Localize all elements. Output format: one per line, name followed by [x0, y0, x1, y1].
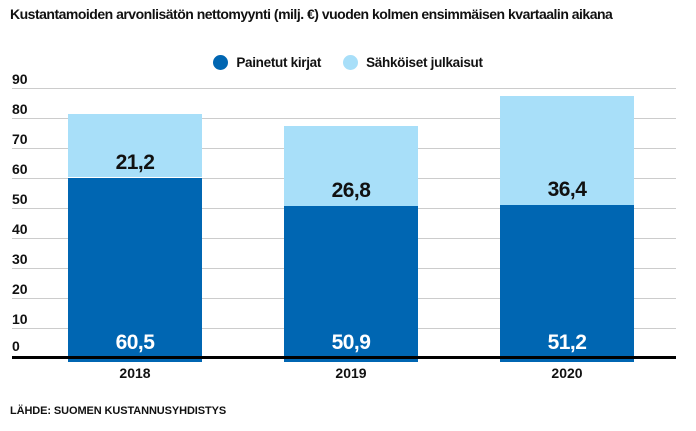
y-axis-tick-label: 30 [12, 251, 28, 267]
bar-segment-sahkoiset-julkaisut [284, 125, 418, 207]
legend-label-sahkoiset-julkaisut: Sähköiset julkaisut [366, 55, 483, 70]
source-note: LÄHDE: SUOMEN KUSTANNUSYHDISTYS [10, 405, 227, 417]
y-axis-tick-label: 60 [12, 161, 28, 177]
bar-segment-painetut-kirjat [284, 206, 418, 362]
y-axis-tick-label: 70 [12, 131, 28, 147]
chart-title: Kustantamoiden arvonlisätön nettomyynti … [10, 6, 613, 22]
y-axis-tick-label: 20 [12, 281, 28, 297]
bar-segment-sahkoiset-julkaisut [500, 96, 634, 206]
bar-segment-sahkoiset-julkaisut [68, 113, 202, 178]
y-axis-tick-label: 0 [12, 338, 20, 354]
y-axis-tick-label: 10 [12, 311, 28, 327]
legend-item-sahkoiset-julkaisut: Sähköiset julkaisut [343, 55, 483, 70]
x-axis-tick-label: 2018 [119, 365, 151, 381]
y-axis-tick-label: 90 [12, 71, 28, 87]
x-axis-tick-label: 2020 [551, 365, 583, 381]
y-axis-tick-label: 50 [12, 191, 28, 207]
legend-swatch-painetut-kirjat-icon [213, 55, 229, 70]
gridline [12, 118, 676, 119]
x-axis-line [12, 356, 676, 359]
legend-item-painetut-kirjat: Painetut kirjat [213, 55, 321, 70]
bar-value-label: 21,2 [115, 150, 155, 174]
bar-value-label: 26,8 [331, 179, 371, 203]
bar-value-label: 50,9 [331, 331, 371, 354]
legend: Painetut kirjat Sähköiset julkaisut [0, 55, 696, 70]
legend-label-painetut-kirjat: Painetut kirjat [236, 55, 322, 70]
bar-value-label: 60,5 [115, 331, 155, 354]
y-axis-tick-label: 40 [12, 221, 28, 237]
x-axis-tick-label: 2019 [335, 365, 367, 381]
bar-segment-painetut-kirjat [500, 205, 634, 362]
bar-segment-painetut-kirjat [68, 177, 202, 362]
bar-value-label: 51,2 [547, 331, 587, 354]
y-axis-tick-label: 80 [12, 101, 28, 117]
bar-value-label: 36,4 [547, 178, 587, 202]
gridline [12, 88, 676, 89]
legend-swatch-sahkoiset-julkaisut-icon [343, 55, 359, 70]
